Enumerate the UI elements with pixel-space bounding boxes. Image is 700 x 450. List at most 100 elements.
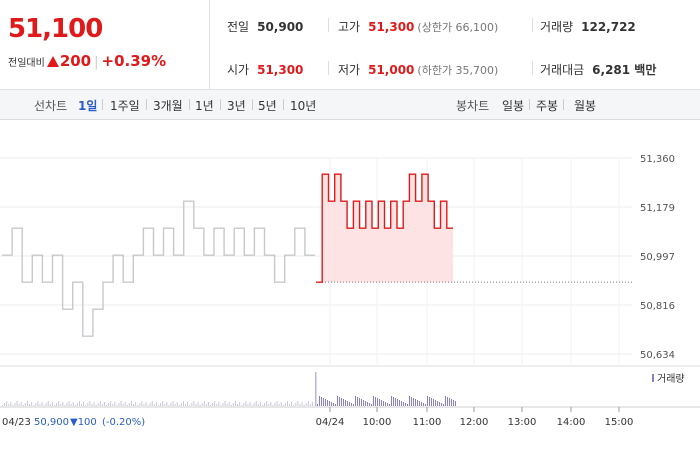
volume-bar	[72, 402, 74, 406]
volume-bar	[441, 403, 442, 406]
tab-daily-candle[interactable]: 일봉	[502, 99, 525, 113]
x-tick-label: 04/24	[316, 417, 345, 428]
volume-bar	[145, 402, 147, 406]
volume-bar	[383, 401, 384, 406]
volume-bar	[315, 372, 317, 406]
volume-legend-swatch	[652, 374, 654, 382]
up-triangle-icon	[46, 56, 59, 67]
x-tick-label: 11:00	[413, 417, 442, 428]
high-value: 51,300	[368, 20, 415, 34]
volume-bar	[305, 403, 307, 406]
volume-bar	[112, 404, 114, 406]
volume-bar	[180, 403, 182, 406]
volume-bar	[411, 397, 412, 406]
x-tick-label: 15:00	[605, 417, 634, 428]
tab-3month[interactable]: 3개월	[153, 99, 183, 113]
volume-bar	[56, 403, 58, 406]
candle-chart-label: 봉차트	[456, 99, 490, 113]
tab-3year[interactable]: 3년	[227, 99, 246, 113]
tab-1week[interactable]: 1주일	[110, 99, 140, 113]
volume-bar	[155, 402, 157, 406]
divider	[563, 99, 564, 110]
volume-bar	[345, 400, 346, 406]
volume-bar	[280, 402, 282, 406]
volume-bar	[247, 404, 249, 406]
volume-bar	[141, 401, 143, 406]
volume-bar	[4, 403, 6, 406]
y-tick-label: 50,997	[640, 252, 675, 263]
volume-bar	[78, 401, 80, 406]
volume-bar	[291, 402, 293, 406]
volume-bar	[218, 402, 220, 406]
volume-bar	[210, 405, 211, 406]
x-tick-label: 14:00	[557, 417, 586, 428]
tab-10year[interactable]: 10년	[290, 99, 317, 113]
divider	[283, 99, 284, 110]
volume-bar	[311, 402, 313, 406]
volume-bar	[164, 404, 166, 406]
volume-bar	[451, 399, 452, 406]
volume-bar	[99, 401, 101, 406]
volume-bar	[403, 402, 404, 406]
tab-1year[interactable]: 1년	[195, 99, 214, 113]
volume-bar	[429, 397, 430, 406]
volume-bar	[101, 404, 103, 406]
volume-bar	[43, 405, 45, 406]
volume-bar	[45, 403, 47, 406]
prev-day-close: 50,900	[34, 417, 69, 428]
quote-header: 51,100 전일대비 200 | +0.39% 전일 50,900 고가 51,300(…	[0, 0, 700, 90]
volume-bar	[379, 399, 380, 406]
tab-monthly-candle[interactable]: 월봉	[574, 99, 597, 113]
volume-bar	[149, 403, 151, 406]
volume-bar	[431, 398, 432, 406]
volume-bar	[321, 397, 322, 406]
volume-bar	[393, 397, 394, 406]
volume-bar	[22, 405, 24, 406]
current-price: 51,100	[8, 14, 103, 44]
tab-5year[interactable]: 5년	[258, 99, 277, 113]
open-stat: 시가 51,300	[227, 61, 303, 78]
volume-bar	[176, 402, 178, 406]
tab-weekly-candle[interactable]: 주봉	[536, 99, 559, 113]
volume-bar	[20, 402, 22, 406]
volume-bar	[377, 398, 378, 406]
tab-1day[interactable]: 1일	[78, 99, 98, 113]
volume-bar	[415, 399, 416, 406]
volume-bar	[249, 402, 251, 406]
volume-bar	[199, 405, 201, 406]
high-stat: 고가 51,300 (상한가 66,100)	[338, 18, 498, 35]
volume-bar	[347, 401, 348, 406]
volume-bar	[413, 398, 414, 406]
volume-bar	[33, 405, 35, 406]
volume-bar	[264, 403, 266, 406]
volume-bar	[401, 401, 402, 406]
prev-close-label: 전일	[227, 20, 250, 34]
volume-bar	[253, 403, 255, 406]
volume-bar	[421, 402, 422, 406]
divider: |	[94, 55, 99, 70]
volume-bar	[51, 402, 53, 406]
volume-bar	[391, 396, 392, 406]
prev-close-value: 50,900	[257, 20, 304, 34]
volume-bar	[91, 404, 93, 406]
volume-bar	[455, 401, 456, 406]
volume-bar	[83, 402, 85, 406]
volume-bar	[262, 405, 263, 406]
volume-bar	[365, 401, 366, 406]
volume-bar	[289, 404, 291, 406]
y-tick-label: 51,179	[640, 203, 675, 214]
volume-bar	[58, 401, 60, 406]
open-label: 시가	[227, 63, 250, 77]
volume-bar	[230, 405, 232, 406]
volume-bar	[151, 401, 153, 406]
prev-close-stat: 전일 50,900	[227, 18, 303, 35]
open-value: 51,300	[257, 63, 304, 77]
volume-bar	[158, 405, 159, 406]
quote-stats: 전일 50,900 고가 51,300 (상한가 66,100) 거래량 122,722…	[210, 0, 700, 90]
volume-bar	[397, 399, 398, 406]
volume-bar	[135, 402, 137, 406]
volume-bar	[178, 405, 180, 406]
prev-day-date: 04/23	[2, 417, 31, 428]
volume-bar	[16, 401, 18, 406]
volume-bar	[2, 405, 3, 406]
